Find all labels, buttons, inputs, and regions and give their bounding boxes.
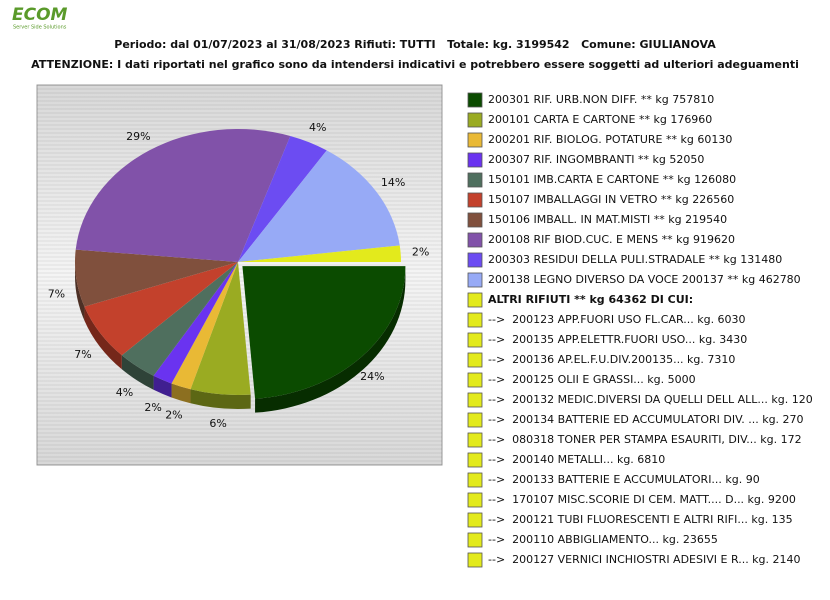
legend-label: 150106 IMBALL. IN MAT.MISTI ** kg 219540 xyxy=(488,213,727,226)
legend-swatch xyxy=(467,372,483,388)
slice-side xyxy=(75,262,85,321)
legend-swatch xyxy=(467,532,483,548)
legend-swatch xyxy=(467,412,483,428)
slice-label: 2% xyxy=(165,409,182,422)
slice-side xyxy=(153,375,172,398)
legend-swatch xyxy=(467,152,483,168)
slice-label: 4% xyxy=(116,386,133,399)
slice xyxy=(153,262,238,384)
legend-label: 200301 RIF. URB.NON DIFF. ** kg 757810 xyxy=(488,93,714,106)
slice-label: 7% xyxy=(74,348,91,361)
pie: 24% 6% 2% 2% 4% 7% 7% 29% 4% 14% 2% xyxy=(48,121,430,430)
legend-label: --> 200136 AP.EL.F.U.DIV.200135... kg. 7… xyxy=(488,353,735,366)
slice-label: 14% xyxy=(381,176,405,189)
slice xyxy=(238,150,400,262)
legend-swatch xyxy=(467,212,483,228)
legend-label: 200138 LEGNO DIVERSO DA VOCE 200137 ** k… xyxy=(488,273,801,286)
legend-label: --> 200123 APP.FUORI USO FL.CAR... kg. 6… xyxy=(488,313,746,326)
legend-label: --> 200133 BATTERIE E ACCUMULATORI... kg… xyxy=(488,473,760,486)
legend-label: ALTRI RIFIUTI ** kg 64362 DI CUI: xyxy=(488,293,693,306)
legend-swatch xyxy=(467,512,483,528)
slice xyxy=(75,129,291,262)
legend-swatch xyxy=(467,492,483,508)
legend-label: --> 080318 TONER PER STAMPA ESAURITI, DI… xyxy=(488,433,802,446)
slice-side xyxy=(255,266,406,413)
chart-title: Periodo: dal 01/07/2023 al 31/08/2023 Ri… xyxy=(114,38,716,51)
legend-swatch xyxy=(467,112,483,128)
slice-label: 6% xyxy=(209,417,226,430)
slice-label: 2% xyxy=(412,246,429,259)
legend-label: --> 200132 MEDIC.DIVERSI DA QUELLI DELL … xyxy=(488,393,813,406)
legend: 200301 RIF. URB.NON DIFF. ** kg 757810 20… xyxy=(467,92,813,568)
legend-label: --> 200110 ABBIGLIAMENTO... kg. 23655 xyxy=(488,533,718,546)
slice xyxy=(238,136,327,262)
legend-swatch xyxy=(467,252,483,268)
slice xyxy=(121,262,238,376)
legend-swatch xyxy=(467,292,483,308)
legend-label: --> 170107 MISC.SCORIE DI CEM. MATT.... … xyxy=(488,493,796,506)
legend-label: 150101 IMB.CARTA E CARTONE ** kg 126080 xyxy=(488,173,736,186)
legend-swatch xyxy=(467,352,483,368)
legend-swatch xyxy=(467,312,483,328)
legend-label: --> 200125 OLII E GRASSI... kg. 5000 xyxy=(488,373,696,386)
legend-label: 200303 RESIDUI DELLA PULI.STRADALE ** kg… xyxy=(488,253,782,266)
legend-label: 150107 IMBALLAGGI IN VETRO ** kg 226560 xyxy=(488,193,734,206)
slice xyxy=(75,249,238,307)
legend-swatch xyxy=(467,472,483,488)
legend-label: 200101 CARTA E CARTONE ** kg 176960 xyxy=(488,113,712,126)
slice-label: 24% xyxy=(360,370,384,383)
slice-label: 4% xyxy=(309,121,326,134)
legend-swatch xyxy=(467,192,483,208)
slice xyxy=(84,262,238,356)
legend-swatch xyxy=(467,132,483,148)
legend-swatch xyxy=(467,172,483,188)
legend-label: --> 200134 BATTERIE ED ACCUMULATORI DIV.… xyxy=(488,413,804,426)
logo-tagline: Server Side Solutions xyxy=(13,25,67,31)
slice-side xyxy=(190,389,251,409)
slice-label: 7% xyxy=(48,287,65,300)
chart-subtitle: ATTENZIONE: I dati riportati nel grafico… xyxy=(31,58,799,71)
logo: ECOM xyxy=(12,5,68,25)
legend-swatch xyxy=(467,232,483,248)
legend-label: 200201 RIF. BIOLOG. POTATURE ** kg 60130 xyxy=(488,133,732,146)
slice-side xyxy=(121,355,154,390)
slice xyxy=(190,262,251,395)
legend-swatch xyxy=(467,452,483,468)
legend-swatch xyxy=(467,392,483,408)
legend-swatch xyxy=(467,432,483,448)
slice xyxy=(238,245,401,262)
slice xyxy=(171,262,238,390)
legend-swatch xyxy=(467,552,483,568)
legend-label: 200108 RIF BIOD.CUC. E MENS ** kg 919620 xyxy=(488,233,735,246)
legend-swatch xyxy=(467,92,483,108)
legend-label: --> 200140 METALLI... kg. 6810 xyxy=(488,453,665,466)
slice-label: 2% xyxy=(144,401,161,414)
slice xyxy=(242,266,406,399)
slice-side xyxy=(171,383,191,404)
legend-swatch xyxy=(467,272,483,288)
legend-label: --> 200135 APP.ELETTR.FUORI USO... kg. 3… xyxy=(488,333,747,346)
slice-label: 29% xyxy=(126,130,150,143)
legend-label: 200307 RIF. INGOMBRANTI ** kg 52050 xyxy=(488,153,704,166)
legend-label: --> 200127 VERNICI INCHIOSTRI ADESIVI E … xyxy=(488,553,801,566)
legend-swatch xyxy=(467,332,483,348)
slice-side xyxy=(84,306,122,370)
legend-label: --> 200121 TUBI FLUORESCENTI E ALTRI RIF… xyxy=(488,513,793,526)
